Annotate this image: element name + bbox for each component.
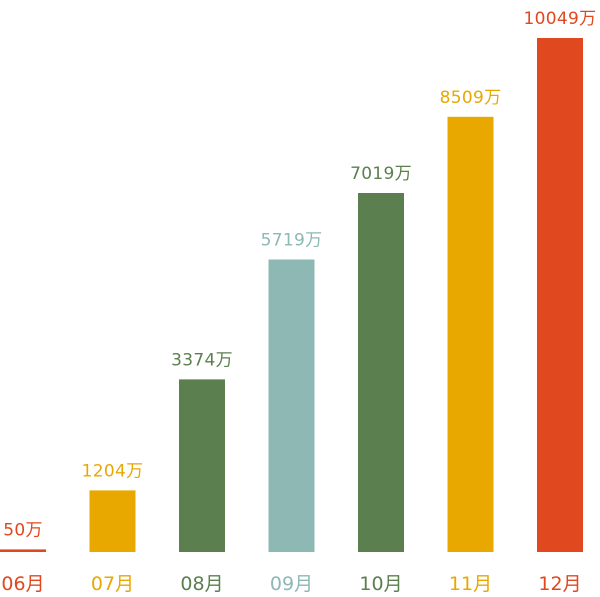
bar-10月 <box>358 193 404 552</box>
bars-layer <box>0 38 583 553</box>
value-label: 7019万 <box>350 164 412 184</box>
bar-12月 <box>537 38 583 552</box>
bar-11月 <box>447 116 494 553</box>
value-label: 5719万 <box>261 231 323 251</box>
category-label: 12月 <box>538 573 581 595</box>
value-label: 50万 <box>3 520 43 540</box>
category-label: 08月 <box>180 573 223 595</box>
category-label: 06月 <box>1 573 44 595</box>
category-labels-layer: 06月 07月 08月 09月 10月 11月 12月 <box>1 573 581 595</box>
value-label: 1204万 <box>82 461 144 481</box>
category-label: 10月 <box>359 573 402 595</box>
category-label: 07月 <box>91 573 134 595</box>
bar-08月 <box>179 379 225 552</box>
category-label: 11月 <box>449 573 492 595</box>
category-label: 09月 <box>270 573 313 595</box>
bar-06月 <box>0 549 46 552</box>
value-label: 8509万 <box>440 88 502 108</box>
bar-09月 <box>268 259 315 552</box>
value-label: 3374万 <box>171 350 233 370</box>
value-labels-layer: 50万 1204万 3374万 5719万 7019万 8509万 10049万 <box>3 9 596 540</box>
bar-07月 <box>89 490 136 552</box>
value-label: 10049万 <box>524 9 597 29</box>
